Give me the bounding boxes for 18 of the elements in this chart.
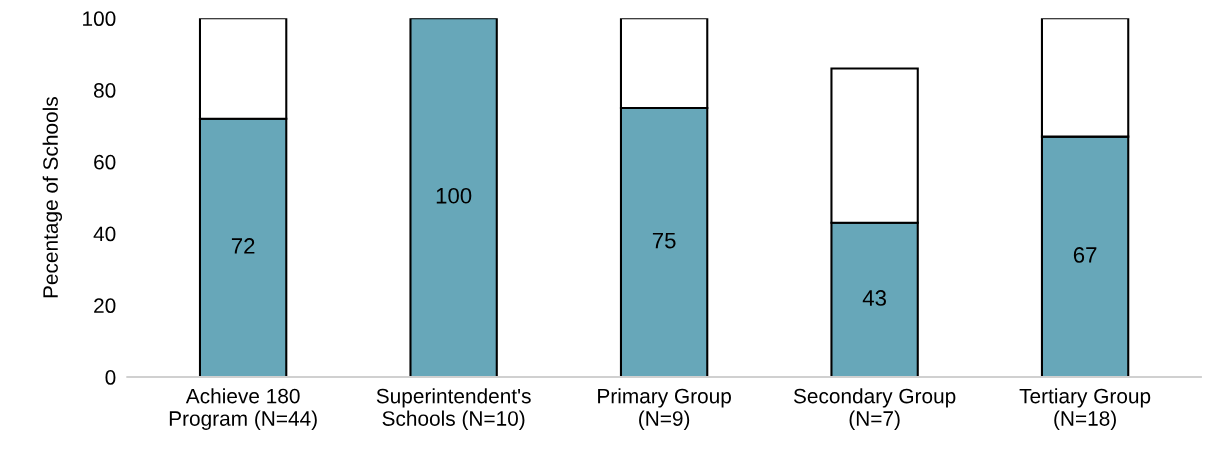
x-tick-label: Secondary Group (N=7) <box>793 388 956 430</box>
y-tick-label: 40 <box>93 226 116 242</box>
data-label: 72 <box>231 238 255 254</box>
bar <box>409 18 498 378</box>
x-tick-label: Achieve 180 Program (N=44) <box>169 388 317 430</box>
data-label: 43 <box>862 290 886 306</box>
y-tick-label: 100 <box>83 11 116 27</box>
data-label: 67 <box>1073 247 1097 263</box>
data-label: 75 <box>652 232 676 249</box>
y-tick-label: 0 <box>105 370 116 385</box>
y-tick-label: 20 <box>94 298 116 314</box>
y-tick-label: 80 <box>93 83 116 98</box>
data-label: 100 <box>436 187 472 204</box>
y-tick-label: 60 <box>94 154 116 170</box>
x-tick-label: Primary Group (N=9) <box>598 388 731 430</box>
y-axis-title: Pecentage of Schools <box>42 97 63 298</box>
x-tick-label: Tertiary Group (N=18) <box>1019 388 1151 430</box>
x-tick-label: Superintendent's Schools (N=10) <box>376 388 531 430</box>
